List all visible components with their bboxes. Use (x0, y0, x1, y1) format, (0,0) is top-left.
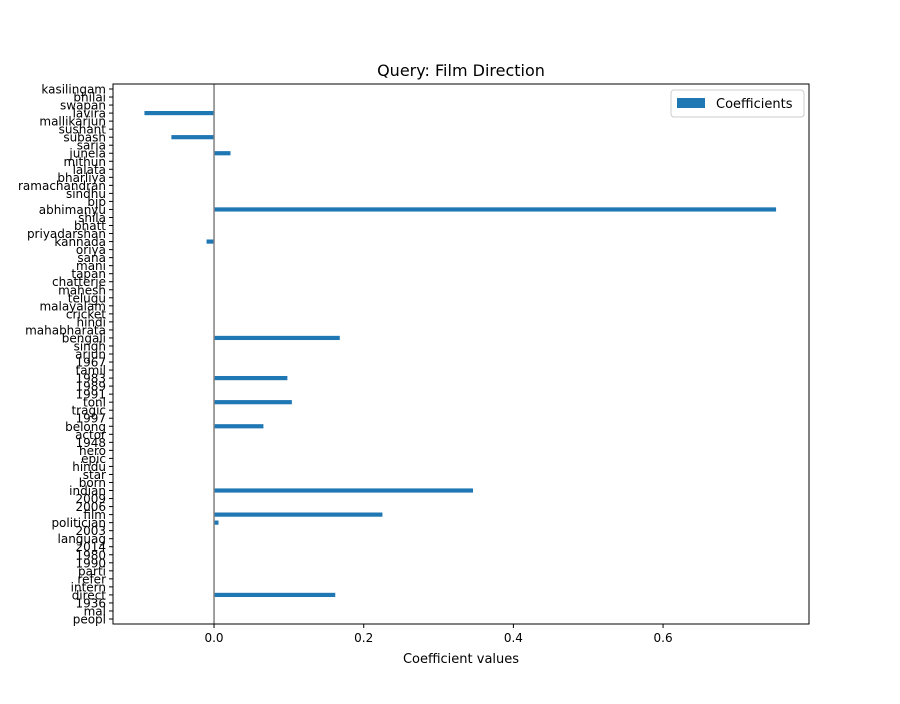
y-tick-label: 1948 (75, 436, 106, 450)
y-tick-label: abhimanyu (39, 203, 106, 217)
y-tick-label: 2003 (75, 524, 106, 538)
y-tick-label: 1936 (75, 596, 106, 610)
x-tick-label: 0.0 (204, 631, 223, 645)
bar (206, 239, 215, 244)
y-tick-label: kannada (54, 235, 106, 249)
tick-layer: 0.0 0.2 0.4 0.6 peoplmal1936directinternrefe… (18, 83, 673, 646)
bar (214, 400, 292, 405)
y-tick-label: star (83, 468, 106, 482)
y-tick-label: hero (79, 444, 106, 458)
y-tick-label: oriya (76, 243, 106, 257)
y-tick-label: 2014 (75, 540, 106, 554)
x-tick-label: 0.6 (654, 631, 673, 645)
y-tick-label: belong (65, 420, 106, 434)
bar (214, 375, 288, 381)
x-tick-label: 0.2 (354, 631, 373, 645)
y-tick-label: lalata (73, 163, 106, 177)
y-tick-label: 1989 (75, 380, 106, 394)
y-tick-label: tragic (71, 404, 106, 418)
y-tick-label: 1997 (75, 412, 106, 426)
y-tick-label: mithun (63, 155, 106, 169)
y-tick-label: saria (77, 139, 106, 153)
y-tick-label: languag (58, 532, 107, 546)
y-tick-label: bhatt (74, 219, 106, 233)
bar (214, 335, 340, 341)
y-tick-label: peopl (73, 613, 106, 627)
y-tick-label: sana (77, 251, 106, 265)
plot-frame (112, 83, 810, 625)
y-tick-label: sindhu (66, 187, 106, 201)
legend-swatch (677, 98, 705, 108)
y-tick-label: mallikarjun (39, 115, 106, 129)
y-tick-label: hindi (77, 315, 107, 329)
y-tick-label: 1983 (75, 372, 106, 386)
chart-title: Query: Film Direction (377, 61, 545, 80)
y-tick-label: arjun (75, 348, 106, 362)
y-tick-label: malayalam (39, 299, 106, 313)
y-tick-label: 1980 (75, 548, 106, 562)
bar (214, 424, 264, 429)
y-tick-label: swapan (60, 99, 106, 113)
y-tick-label: epic (81, 452, 106, 466)
y-tick-label: mani (76, 259, 106, 273)
y-tick-label: mal (84, 604, 106, 618)
legend-label: Coefficients (716, 97, 793, 112)
y-tick-label: mahabharata (25, 323, 106, 337)
y-tick-label: ramachandran (18, 179, 106, 193)
bar (214, 520, 219, 525)
y-tick-label: 1967 (75, 356, 106, 370)
bar (214, 592, 336, 598)
y-tick-label: bhilai (73, 91, 106, 105)
y-tick-label: kasilingam (41, 83, 106, 97)
x-axis-label: Coefficient values (403, 652, 519, 667)
y-tick-label: direct (72, 588, 107, 602)
legend-box (670, 89, 805, 118)
bar (214, 488, 473, 493)
bar (214, 151, 231, 156)
y-tick-label: bharliya (57, 171, 106, 185)
bar (214, 512, 383, 517)
x-tick-label: 0.4 (504, 631, 523, 645)
bar (171, 135, 215, 140)
y-tick-label: indian (69, 484, 106, 498)
bar-layer (144, 110, 777, 598)
y-tick-label: shila (78, 211, 106, 225)
y-tick-label: film (83, 508, 106, 522)
y-tick-label: tonl (83, 396, 106, 410)
y-tick-label: sushant (59, 123, 107, 137)
y-tick-label: mahesh (58, 283, 106, 297)
y-tick-label: tamil (76, 364, 106, 378)
y-tick-label: 2009 (75, 492, 106, 506)
bar (214, 207, 777, 212)
y-tick-label: refer (77, 572, 106, 586)
y-tick-label: chatterje (52, 275, 106, 289)
y-tick-label: 2006 (75, 500, 106, 514)
y-tick-label: telugu (68, 291, 106, 305)
y-tick-label: cricket (66, 307, 106, 321)
bar (144, 110, 215, 116)
y-tick-label: priyadarshan (27, 227, 106, 241)
y-tick-label: junela (68, 147, 106, 161)
y-tick-label: 1990 (75, 556, 106, 570)
y-tick-label: tapan (71, 267, 106, 281)
y-tick-label: intern (71, 580, 106, 594)
y-tick-label: lavira (73, 107, 106, 121)
legend: Coefficients (670, 89, 805, 118)
y-tick-label: singh (74, 339, 106, 353)
y-tick-label: parti (78, 564, 106, 578)
y-tick-label: bjp (87, 195, 106, 209)
y-tick-label: hindu (72, 460, 106, 474)
y-tick-label: politician (51, 516, 106, 530)
y-tick-label: born (79, 476, 106, 490)
y-tick-label: bengali (62, 331, 106, 345)
y-tick-label: actor (75, 428, 106, 442)
y-tick-label: 1991 (75, 388, 106, 402)
y-tick-label: subash (63, 131, 106, 145)
